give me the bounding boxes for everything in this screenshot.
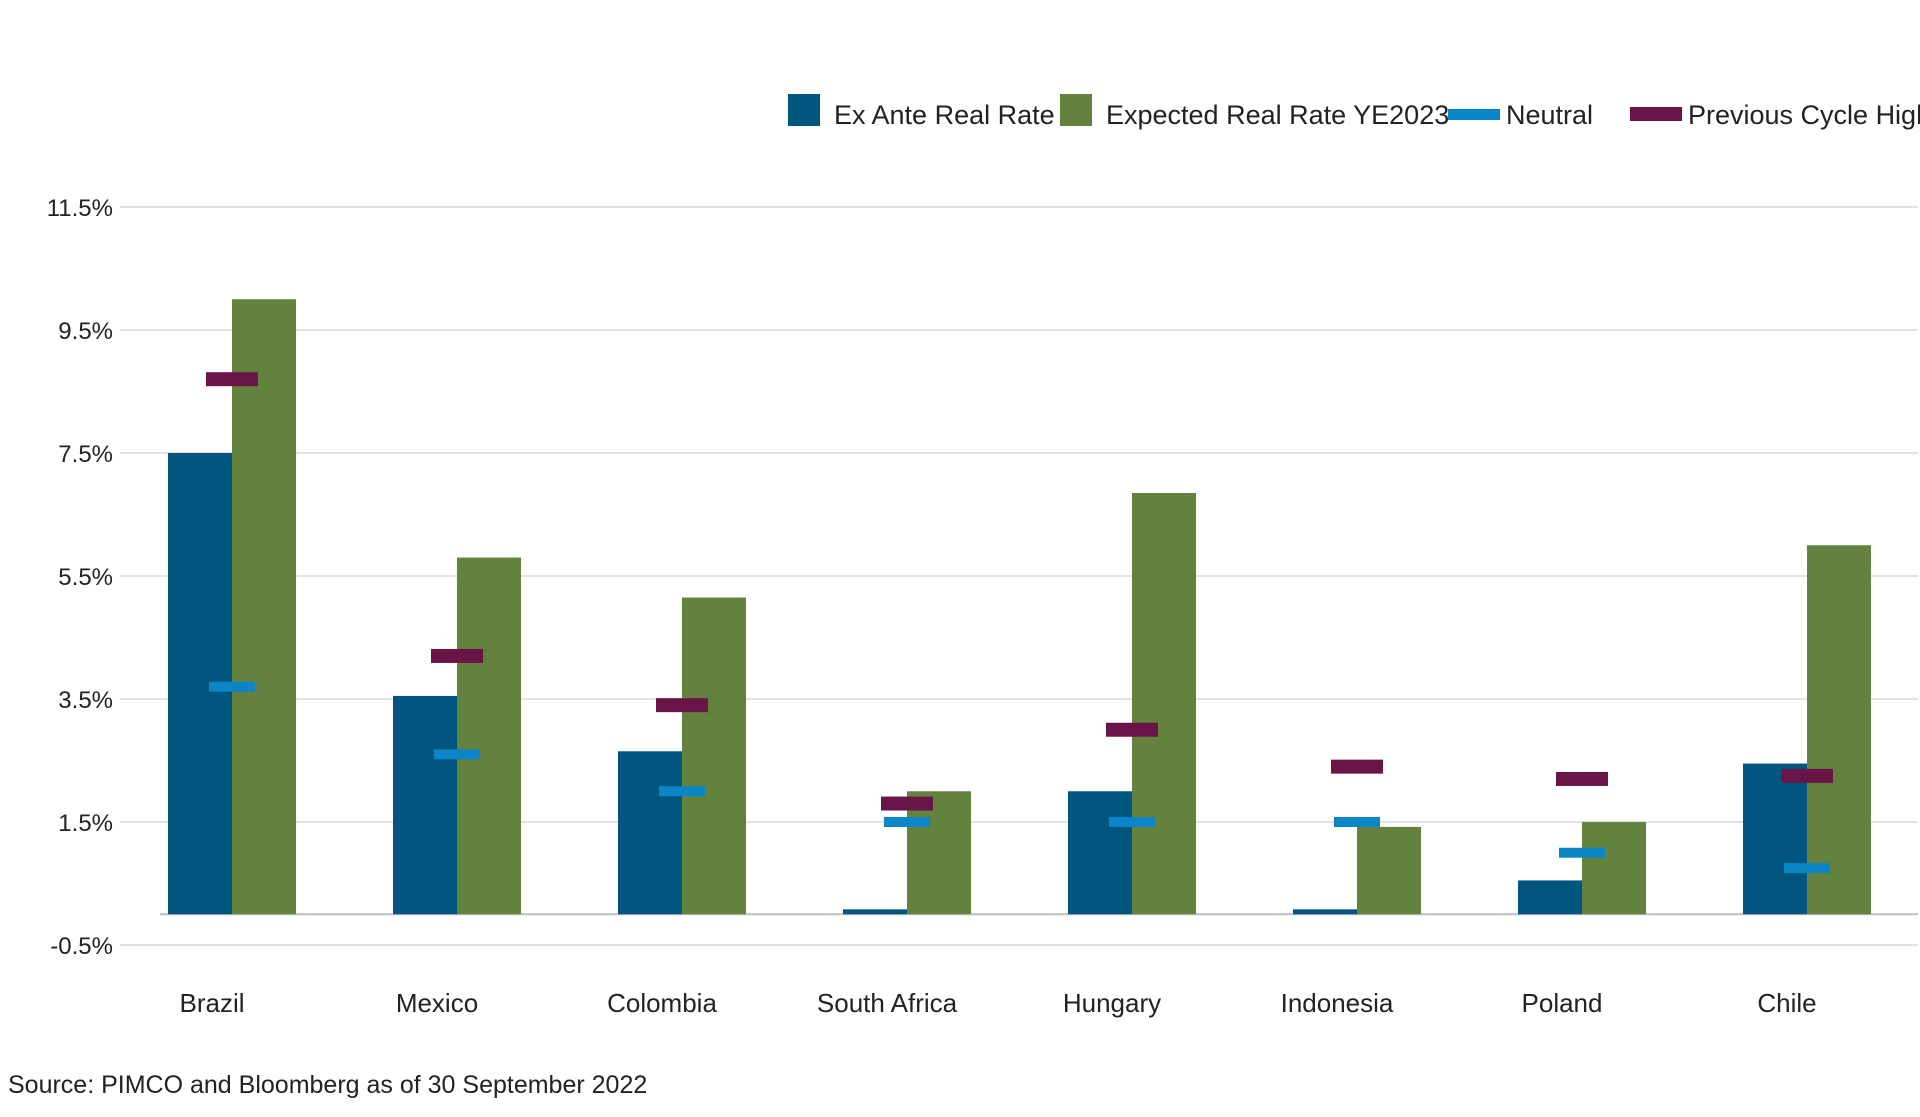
marker-previous-cycle-high xyxy=(206,372,258,387)
bar-ex-ante xyxy=(1743,763,1807,915)
bar-expected-ye2023 xyxy=(457,557,521,915)
bar-expected-ye2023 xyxy=(1807,545,1871,915)
x-tick-label: South Africa xyxy=(817,988,958,1018)
marker-previous-cycle-high xyxy=(881,796,933,811)
bar-expected-ye2023 xyxy=(907,791,971,915)
marker-previous-cycle-high xyxy=(1556,771,1608,786)
bar-ex-ante xyxy=(1518,880,1582,915)
x-tick-label: Colombia xyxy=(607,988,717,1018)
marker-neutral xyxy=(209,681,255,692)
legend-swatch xyxy=(1060,94,1092,126)
y-tick-label: 7.5% xyxy=(58,441,113,468)
marker-neutral xyxy=(434,749,480,760)
marker-previous-cycle-high xyxy=(431,648,483,663)
marker-neutral xyxy=(1334,817,1380,827)
bar-expected-ye2023 xyxy=(1582,822,1646,915)
marker-neutral xyxy=(659,786,705,797)
bar-expected-ye2023 xyxy=(1132,492,1196,915)
bar-ex-ante xyxy=(1068,791,1132,915)
y-tick-label: 11.5% xyxy=(47,195,113,222)
x-axis-labels: Brazil Mexico Colombia South Africa Hungary I… xyxy=(179,988,1816,1018)
y-tick-label: 1.5% xyxy=(58,810,113,837)
legend: Ex Ante Real Rate Expected Real Rate YE20… xyxy=(788,94,1920,130)
legend-label: Expected Real Rate YE2023 xyxy=(1106,100,1449,130)
x-tick-label: Indonesia xyxy=(1281,988,1394,1018)
bar-expected-ye2023 xyxy=(232,299,296,915)
bar-expected-ye2023 xyxy=(682,597,746,915)
x-tick-label: Hungary xyxy=(1063,988,1161,1018)
x-tick-label: Mexico xyxy=(396,988,478,1018)
legend-swatch xyxy=(1630,107,1682,121)
bar-ex-ante xyxy=(843,909,907,915)
marker-previous-cycle-high xyxy=(1781,768,1833,783)
bars xyxy=(168,299,1871,915)
bar-ex-ante xyxy=(393,695,457,915)
legend-swatch xyxy=(1448,109,1500,120)
y-tick-label: 5.5% xyxy=(58,564,113,591)
legend-label: Ex Ante Real Rate xyxy=(834,100,1055,130)
bar-ex-ante xyxy=(618,751,682,915)
y-tick-label: -0.5% xyxy=(50,933,113,960)
marker-neutral xyxy=(1784,863,1830,874)
legend-label: Neutral xyxy=(1506,100,1593,130)
marker-previous-cycle-high xyxy=(1106,722,1158,737)
legend-swatch xyxy=(788,94,820,126)
legend-label: Previous Cycle High xyxy=(1688,100,1920,130)
marker-neutral xyxy=(1109,817,1155,827)
x-tick-label: Poland xyxy=(1522,988,1603,1018)
x-tick-label: Brazil xyxy=(179,988,244,1018)
marker-neutral xyxy=(1559,847,1605,858)
gridlines xyxy=(120,206,1918,946)
x-tick-label: Chile xyxy=(1757,988,1816,1018)
y-tick-label: 9.5% xyxy=(58,318,113,345)
marker-neutral xyxy=(884,817,930,827)
source-note: Source: PIMCO and Bloomberg as of 30 Sep… xyxy=(8,1071,647,1099)
markers xyxy=(206,372,1833,874)
y-axis-labels: 11.5% 9.5% 7.5% 5.5% 3.5% 1.5% -0.5% xyxy=(47,195,113,960)
bar-expected-ye2023 xyxy=(1357,826,1421,915)
marker-previous-cycle-high xyxy=(656,698,708,713)
marker-previous-cycle-high xyxy=(1331,759,1383,774)
bar-ex-ante xyxy=(1293,909,1357,915)
y-tick-label: 3.5% xyxy=(58,687,113,714)
